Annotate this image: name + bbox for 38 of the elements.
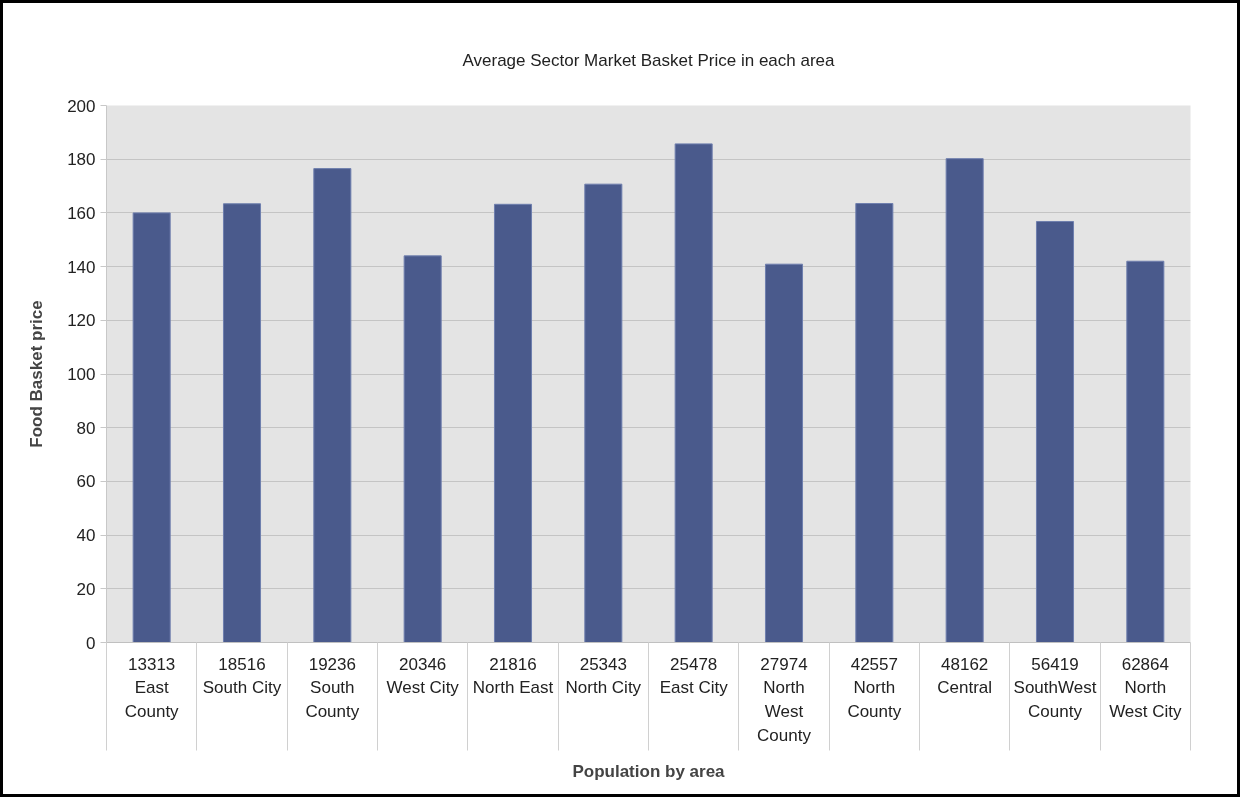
bar <box>313 168 352 643</box>
y-tick-label: 180 <box>67 150 96 170</box>
y-tick-label: 20 <box>76 579 96 599</box>
x-tick-label: 48162 Central <box>937 654 993 698</box>
x-tick-label: 62864 North West City <box>1109 654 1183 721</box>
chart-title: Average Sector Market Basket Price in each area <box>462 50 836 70</box>
y-tick-label: 40 <box>76 526 96 546</box>
x-tick-label: 21816 North East <box>472 654 554 698</box>
y-tick-label: 160 <box>67 203 96 223</box>
y-tick-label: 60 <box>76 472 96 492</box>
bar <box>674 143 713 643</box>
bar <box>222 203 262 643</box>
bar <box>493 203 533 643</box>
x-tick-label: 27974 North West County <box>757 654 812 745</box>
y-tick-label: 120 <box>67 311 96 331</box>
x-tick-label: 20346 West City <box>386 654 460 698</box>
y-axis-title: Food Basket price <box>27 300 47 448</box>
y-tick-label: 100 <box>67 365 96 384</box>
bar <box>132 212 171 643</box>
y-tick-label: 80 <box>76 418 96 438</box>
bar <box>764 263 804 643</box>
x-tick-label: 25478 East City <box>659 654 729 698</box>
y-tick-label: 200 <box>67 96 96 116</box>
bar <box>1035 220 1075 643</box>
bar <box>403 255 442 643</box>
x-tick-label: 13313 East County <box>124 654 180 721</box>
x-tick-label: 56419 SouthWest County <box>1013 654 1097 721</box>
y-tick-label: 140 <box>67 257 96 277</box>
bar <box>584 183 623 643</box>
x-tick-label: 19236 South County <box>305 654 360 721</box>
x-tick-label: 25343 North City <box>565 654 642 698</box>
x-tick-label: 42557 North County <box>847 654 902 721</box>
x-axis-title: Population by area <box>572 761 726 781</box>
y-tick-label: 0 <box>86 633 96 653</box>
x-tick-label: 18516 South City <box>202 654 282 698</box>
bar <box>855 203 894 643</box>
bar <box>1126 260 1165 643</box>
bar <box>945 158 984 643</box>
